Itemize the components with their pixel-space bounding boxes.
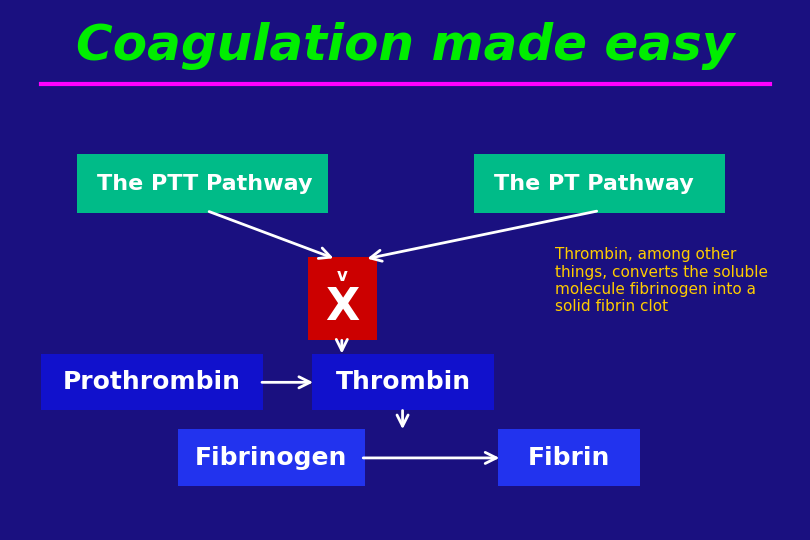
Text: Thrombin, among other
things, converts the soluble
molecule fibrinogen into a
so: Thrombin, among other things, converts t… bbox=[555, 247, 768, 314]
FancyBboxPatch shape bbox=[77, 154, 328, 213]
FancyBboxPatch shape bbox=[474, 154, 725, 213]
Text: Fibrinogen: Fibrinogen bbox=[195, 446, 347, 470]
Text: Prothrombin: Prothrombin bbox=[63, 370, 241, 394]
Text: Thrombin: Thrombin bbox=[335, 370, 471, 394]
FancyBboxPatch shape bbox=[308, 256, 377, 340]
FancyBboxPatch shape bbox=[178, 429, 364, 486]
Text: Coagulation made easy: Coagulation made easy bbox=[76, 22, 734, 70]
Text: The PT Pathway: The PT Pathway bbox=[494, 173, 694, 194]
Text: X: X bbox=[325, 286, 360, 329]
Text: The PTT Pathway: The PTT Pathway bbox=[97, 173, 313, 194]
Text: Fibrin: Fibrin bbox=[528, 446, 610, 470]
FancyBboxPatch shape bbox=[40, 354, 263, 410]
Text: v: v bbox=[337, 267, 347, 286]
FancyBboxPatch shape bbox=[498, 429, 640, 486]
FancyBboxPatch shape bbox=[312, 354, 494, 410]
